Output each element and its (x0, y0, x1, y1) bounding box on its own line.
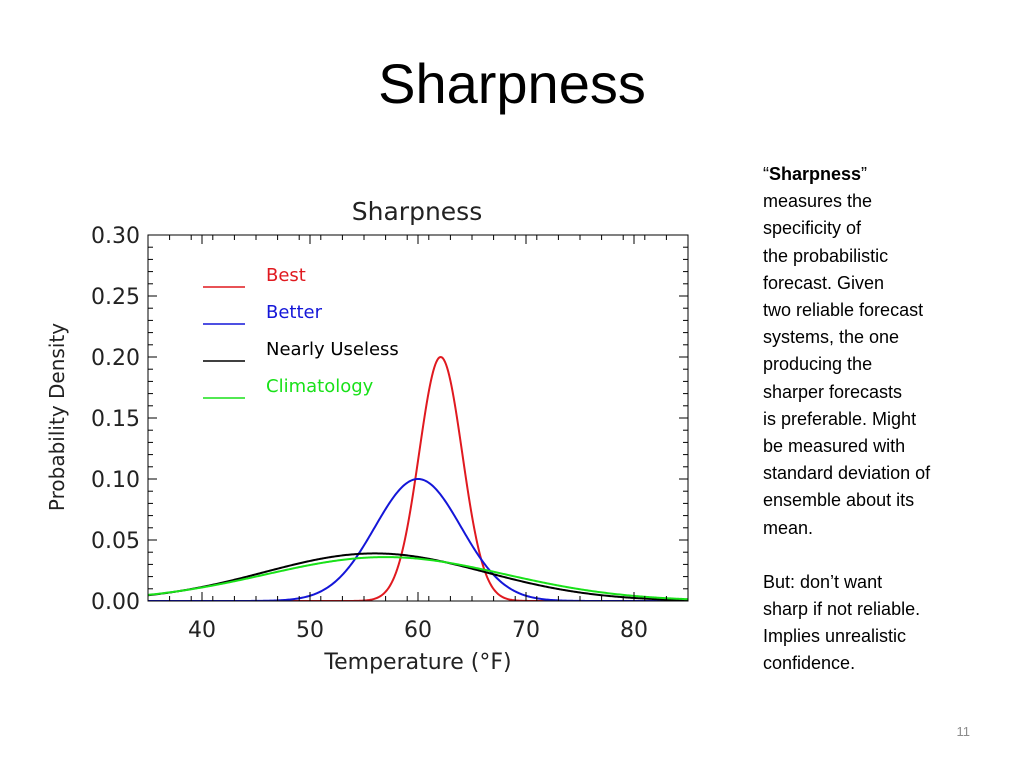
plot-frame (147, 234, 689, 602)
y-tick-label: 0.15 (91, 407, 140, 432)
series-line-climatology (148, 556, 688, 601)
x-tick-label: 70 (512, 618, 540, 643)
x-tick-label: 80 (620, 618, 648, 643)
caveat-line: sharp if not reliable. (763, 599, 921, 620)
legend-item: Best (203, 265, 306, 288)
caveat-line: But: don’t want (763, 571, 883, 592)
caveat-line: confidence. (763, 653, 856, 674)
definition-paragraph: “Sharpness” measures the specificity of th… (763, 161, 978, 542)
y-tick-label: 0.20 (91, 346, 140, 371)
definition-line: forecast. Given (763, 272, 885, 293)
y-axis-label: Probability Density (45, 323, 69, 511)
y-tick-label: 0.25 (91, 285, 140, 310)
legend-label: Best (266, 265, 306, 286)
legend-label: Climatology (266, 376, 374, 397)
y-tick-label: 0.05 (91, 529, 140, 554)
y-tick-label: 0.10 (91, 468, 140, 493)
sharpness-chart: Sharpness 40 50 60 70 80 0.00 0.05 0.10 0.15 0.20… (45, 197, 689, 675)
definition-line: two reliable forecast (763, 300, 924, 321)
definition-line: be measured with (763, 436, 906, 457)
definition-line: is preferable. Might (763, 408, 917, 429)
legend-item: Nearly Useless (203, 339, 399, 362)
definition-heading: “Sharpness” (763, 164, 868, 184)
series-line-nearly-useless (148, 552, 688, 601)
definition-line: the probabilistic (763, 245, 889, 266)
slide-title: Sharpness (378, 52, 646, 115)
definition-line: measures the (763, 191, 873, 212)
definition-line: ensemble about its (763, 490, 915, 511)
sharpness-term: Sharpness (769, 164, 862, 184)
x-axis-label: Temperature (°F) (323, 650, 511, 675)
plot-area (148, 355, 688, 601)
sharpness-explanation: “Sharpness” measures the specificity of th… (763, 161, 978, 705)
legend-label: Nearly Useless (266, 339, 399, 360)
x-tick-label: 50 (296, 618, 324, 643)
legend-item: Better (203, 302, 323, 325)
x-tick-label: 60 (404, 618, 432, 643)
legend: Best Better Nearly Useless Climatology (203, 265, 399, 399)
legend-item: Climatology (203, 376, 374, 399)
definition-line: systems, the one (763, 327, 900, 348)
definition-line: producing the (763, 354, 873, 375)
caveat-lines: But: don’t want sharp if not reliable. Imp… (763, 569, 978, 678)
legend-label: Better (266, 302, 323, 323)
definition-line: mean. (763, 517, 814, 538)
axes: 40 50 60 70 80 0.00 0.05 0.10 0.15 0.20 0.25 0.30 (91, 224, 689, 643)
definition-line: sharper forecasts (763, 381, 903, 402)
definition-line: standard deviation of (763, 463, 931, 484)
y-tick-label: 0.00 (91, 590, 140, 615)
y-tick-label: 0.30 (91, 224, 140, 249)
caveat-paragraph: But: don’t want sharp if not reliable. Imp… (763, 569, 978, 678)
slide-number: 11 (956, 724, 971, 739)
series-lines (148, 355, 688, 601)
caveat-line: Implies unrealistic (763, 626, 907, 647)
chart-title: Sharpness (352, 197, 482, 226)
series-line-best (148, 355, 688, 601)
x-tick-label: 40 (188, 618, 216, 643)
definition-lines: measures the specificity of the probabilis… (763, 188, 978, 542)
definition-line: specificity of (763, 218, 862, 239)
